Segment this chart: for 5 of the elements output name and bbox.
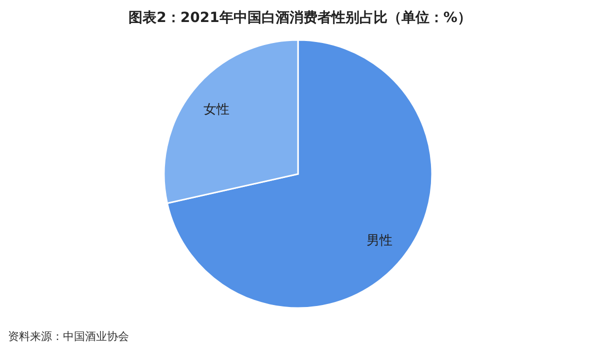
text: 资料来源：中国酒业协会 (8, 330, 129, 343)
slice-label: 男性 (366, 233, 393, 248)
pie-slice (166, 39, 433, 308)
slice-label: 女性 (203, 102, 230, 118)
chart-title: 图表2：2021年中国白酒消费者性别占比（单位：%） (128, 10, 472, 26)
